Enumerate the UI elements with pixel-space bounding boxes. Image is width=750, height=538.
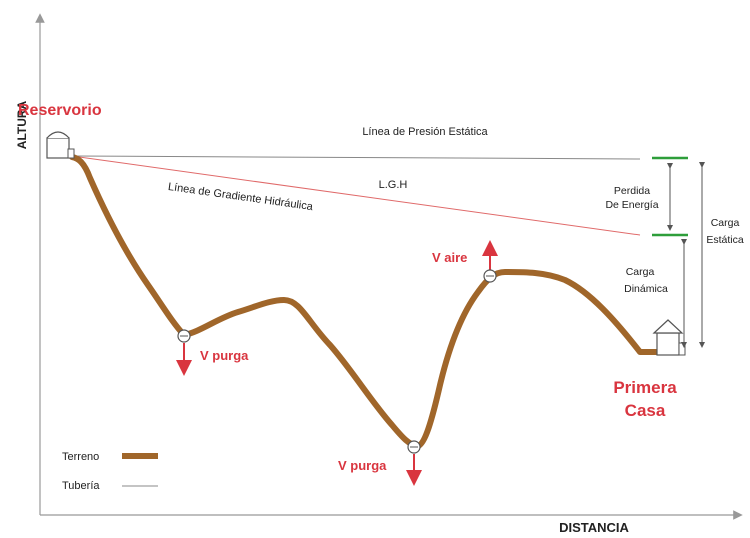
static-head-label-line1: Carga [711, 217, 740, 229]
reservoir-tank-icon [46, 131, 75, 159]
static-pressure-line [71, 155, 641, 160]
dynamic-head-label-line2: Dinámica [624, 283, 668, 295]
terrain-profile [69, 154, 661, 449]
legend: Terreno Tubería [62, 451, 158, 492]
energy-loss-label-line2: De Energía [605, 199, 658, 211]
first-house-label-line1: Primera [613, 378, 677, 397]
static-pressure-line-label: Línea de Presión Estática [362, 126, 488, 138]
purge-valve-1-label: V purga [200, 348, 249, 363]
hydraulic-gradient-line-label: Línea de Gradiente Hidráulica [167, 181, 314, 213]
y-axis-label: ALTURA [15, 100, 29, 149]
static-head-label-line2: Estática [706, 234, 744, 246]
x-axis-label: DISTANCIA [559, 520, 629, 535]
house-icon [652, 319, 686, 356]
first-house-label-line2: Casa [625, 401, 666, 420]
hydraulic-gradient-line [71, 155, 641, 236]
lgh-label: L.G.H [379, 179, 408, 191]
legend-pipe-label: Tubería [62, 480, 100, 492]
legend-terrain-label: Terreno [62, 451, 99, 463]
purge-valve-2-label: V purga [338, 458, 387, 473]
energy-loss-label-line1: Perdida [614, 185, 650, 197]
air-valve-label: V aire [432, 250, 467, 265]
dynamic-head-label-line1: Carga [626, 266, 655, 278]
reservoir-label: Reservorio [18, 102, 102, 119]
